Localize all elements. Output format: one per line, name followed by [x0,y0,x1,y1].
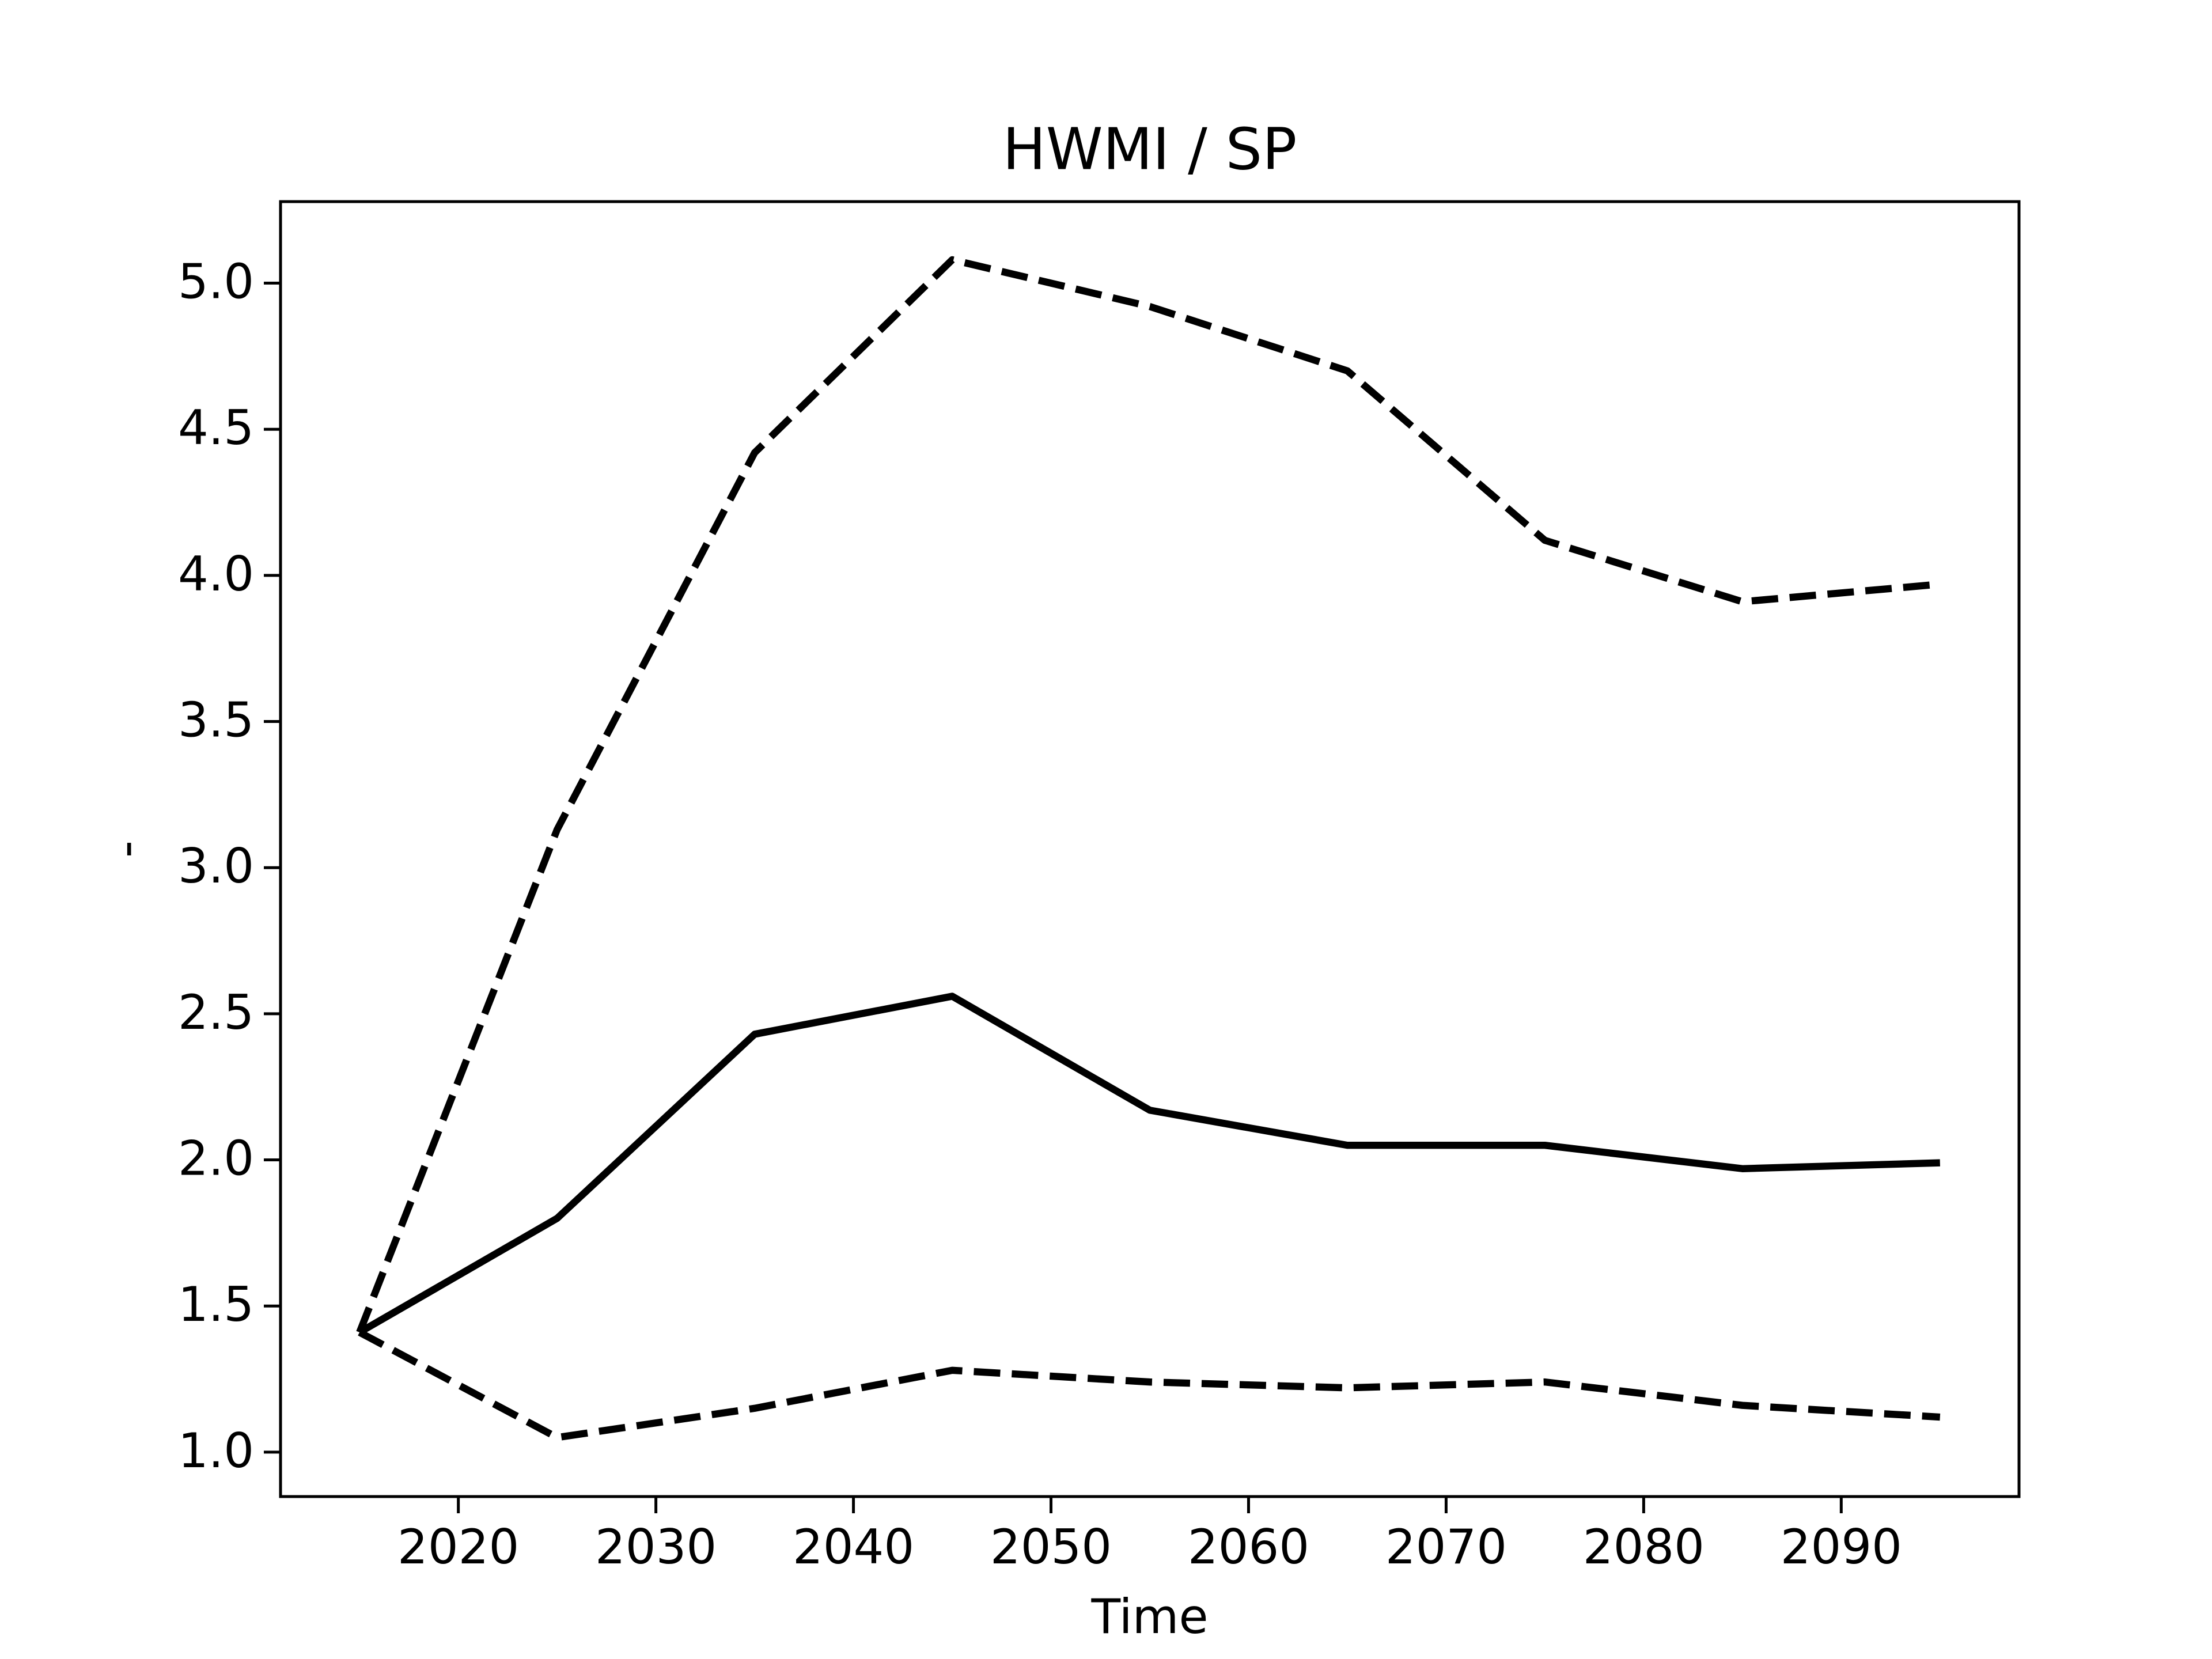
series-line [358,993,1941,1336]
x-tick-label: 2030 [595,1519,717,1575]
series-line [356,256,1941,1334]
plot-frame [279,200,2021,1498]
x-tick-label: 2070 [1385,1519,1507,1575]
x-tick-label: 2080 [1583,1519,1705,1575]
y-tick-label: 4.0 [178,546,254,602]
y-tick-label: 1.0 [178,1423,254,1479]
y-tick-label: 3.0 [178,838,254,894]
y-tick-label: 2.0 [178,1130,254,1186]
y-tick-label: 2.5 [178,984,254,1040]
y-tick-label: 3.5 [178,692,254,748]
x-tick-label: 2060 [1188,1519,1309,1575]
series-line [358,1329,1941,1441]
y-tick-label: 5.0 [178,253,254,309]
x-tick-label: 2020 [397,1519,519,1575]
x-tick-label: 2050 [990,1519,1112,1575]
y-tick-label: 1.5 [178,1277,254,1332]
x-tick-label: 2040 [793,1519,914,1575]
x-axis-label: Time [1090,1589,1208,1645]
x-tick-label: 2090 [1781,1519,1902,1575]
y-axis-label: - [98,840,154,858]
y-tick-label: 4.5 [178,400,254,456]
chart-title: HWMI / SP [1003,115,1297,183]
